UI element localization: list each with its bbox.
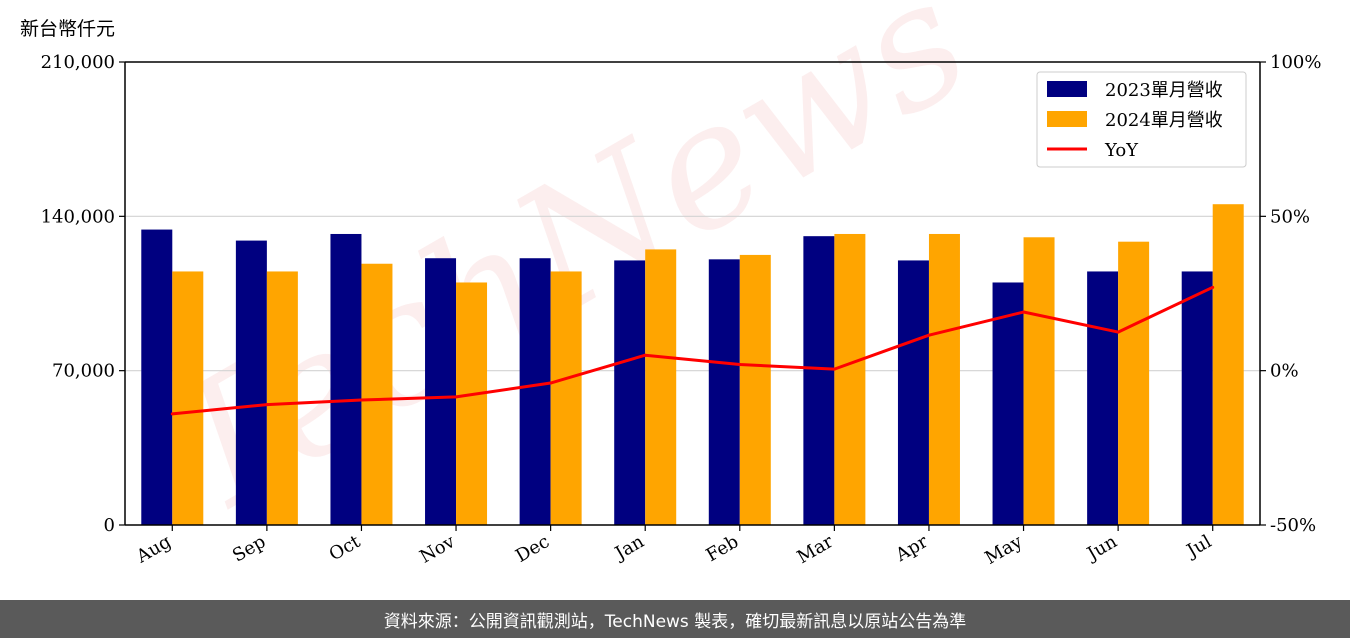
legend-2024-swatch	[1047, 111, 1087, 127]
legend-2023-swatch	[1047, 81, 1087, 97]
bar-2024	[739, 254, 771, 525]
yoy-point	[549, 381, 553, 385]
bar-2024	[834, 233, 866, 525]
bar-2024	[1212, 204, 1244, 525]
grid-lines	[125, 215, 1260, 372]
bar-2023	[614, 260, 646, 525]
bar-2023	[235, 240, 267, 526]
legend: 2023單月營收 2024單月營收 YoY	[1036, 71, 1247, 168]
bars	[141, 204, 1244, 526]
yoy-point	[927, 333, 931, 337]
bar-2024	[456, 282, 488, 525]
x-tick-label: Oct	[326, 531, 365, 566]
bar-2023	[141, 229, 173, 526]
x-tick-label: Aug	[132, 531, 175, 568]
bar-2024	[550, 271, 582, 525]
y-axis-unit-label: 新台幣仟元	[20, 18, 116, 40]
bar-2023	[330, 233, 362, 525]
bar-2024	[1118, 241, 1150, 525]
bar-2024	[1023, 237, 1055, 525]
yoy-point	[454, 395, 458, 399]
legend-box	[1036, 71, 1247, 168]
x-tick-label: Jul	[1182, 531, 1216, 563]
bar-2023	[897, 260, 929, 525]
yoy-point	[265, 403, 269, 407]
yoy-point	[738, 362, 742, 366]
bar-2023	[425, 258, 457, 525]
yoy-point	[1116, 330, 1120, 334]
x-tick-label: Jun	[1082, 531, 1121, 566]
bar-2024	[172, 271, 204, 525]
y-right-tick-label: 50%	[1270, 206, 1310, 227]
yoy-point	[832, 367, 836, 371]
revenue-chart: TechNews 070,000140,000210,000-50%0%50%1…	[41, 0, 1322, 569]
legend-yoy-label: YoY	[1104, 140, 1139, 161]
y-left-tick-label: 70,000	[52, 361, 115, 382]
bar-2023	[1087, 271, 1119, 525]
y-left-tick-label: 0	[104, 515, 115, 536]
x-tick-label: Mar	[794, 531, 838, 568]
x-tick-label: Feb	[703, 531, 743, 566]
bar-2023	[803, 236, 835, 525]
x-tick-label: Apr	[891, 531, 931, 566]
bar-2023	[1181, 271, 1213, 525]
x-tick-label: Dec	[512, 531, 553, 567]
source-footer: 資料來源：公開資訊觀測站，TechNews 製表，確切最新訊息以原站公告為準	[0, 600, 1350, 638]
yoy-point	[643, 353, 647, 357]
bar-2024	[361, 263, 393, 525]
bar-2024	[928, 233, 960, 525]
legend-2023-label: 2023單月營收	[1105, 80, 1223, 101]
yoy-point	[170, 412, 174, 416]
yoy-point	[1022, 310, 1026, 314]
x-tick-label: Nov	[416, 531, 459, 568]
bar-2024	[266, 271, 298, 525]
yoy-point	[359, 398, 363, 402]
y-right-tick-label: 100%	[1270, 52, 1321, 73]
bar-2023	[708, 259, 740, 525]
y-left-tick-label: 210,000	[41, 52, 115, 73]
y-right-tick-label: 0%	[1270, 361, 1299, 382]
x-tick-label: May	[981, 531, 1026, 569]
y-left-tick-label: 140,000	[41, 206, 115, 227]
yoy-line-layer	[170, 285, 1215, 416]
legend-2024-label: 2024單月營收	[1105, 110, 1223, 131]
yoy-line	[172, 285, 1214, 416]
yoy-point	[1211, 285, 1215, 289]
bar-2024	[645, 249, 677, 525]
y-right-tick-label: -50%	[1270, 515, 1316, 536]
bar-2023	[519, 258, 551, 525]
x-tick-label: Jan	[610, 531, 648, 565]
bar-2023	[992, 282, 1024, 525]
